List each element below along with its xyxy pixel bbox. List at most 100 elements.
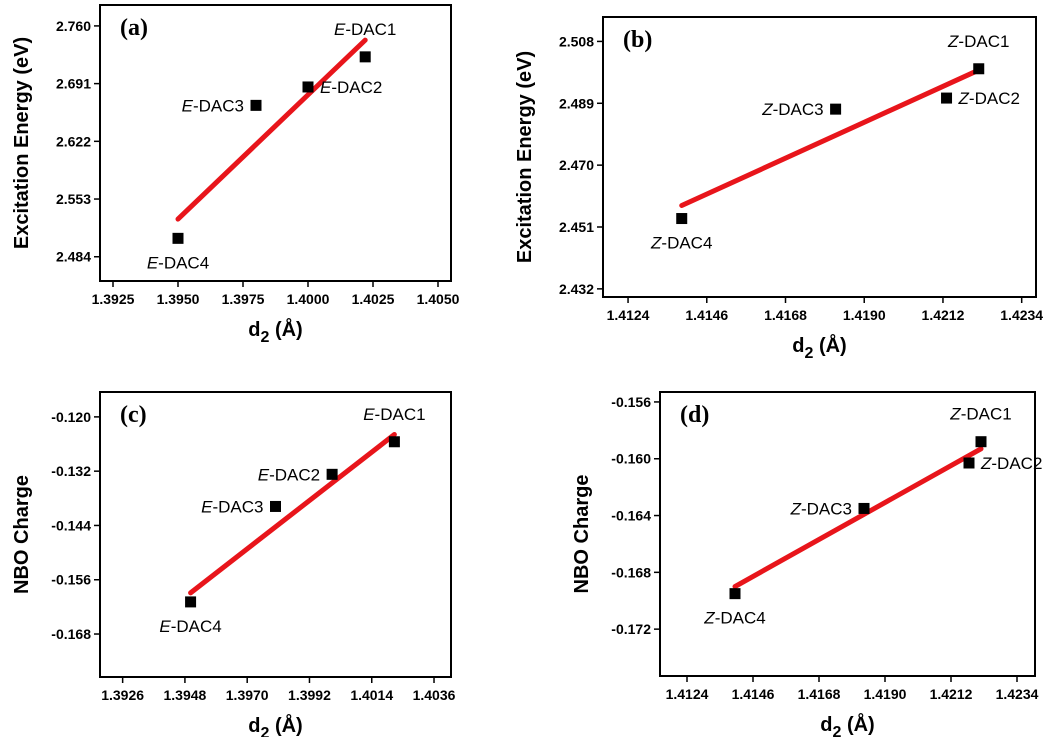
panel-label: (b) [623,27,652,53]
data-point [326,468,338,480]
y-axis-label: NBO Charge [11,475,33,594]
x-tick-label: 1.4212 [922,307,965,323]
y-axis-label: Excitation Energy (eV) [11,37,33,249]
plot-frame [602,16,1037,298]
data-point [270,500,281,512]
point-label: Z-DAC4 [650,234,712,253]
x-tick-label: 1.3950 [157,291,200,307]
data-point [676,213,688,225]
y-tick-label: -0.168 [51,626,91,642]
panel-c: 1.3926 1.3948 1.3970 1.3992 1.4014 1.4036 -0.1… [11,391,456,737]
y-tick-label: -0.160 [611,451,651,467]
data-point [858,502,870,514]
y-tick-label: -0.156 [51,572,91,588]
x-tick-label: 1.4146 [732,686,775,702]
x-tick-label: 1.4168 [798,686,841,702]
x-axis-label: d2 (Å) [820,712,874,737]
x-tick-label: 1.4036 [413,687,456,703]
x-tick-label: 1.4014 [350,687,393,703]
linear-fit-line [175,37,368,222]
x-tick-label: 1.4234 [1000,307,1043,323]
x-tick-label: 1.3926 [101,687,144,703]
point-label: E-DAC4 [147,253,209,272]
x-tick-label: 1.4146 [685,307,728,323]
data-point [250,99,262,111]
x-tick-label: 1.4050 [417,291,460,307]
y-tick-label: -0.168 [611,564,651,580]
data-point [388,436,400,448]
y-tick-label: -0.132 [51,463,91,479]
point-label: Z-DAC1 [947,32,1009,51]
y-tick-label: 2.760 [56,18,91,34]
point-label: E-DAC2 [258,465,320,484]
y-tick-label: -0.156 [611,394,651,410]
y-tick-label: -0.120 [51,409,91,425]
y-tick-label: 2.484 [56,249,91,265]
y-tick-label: -0.172 [611,621,651,637]
data-point [185,596,197,608]
point-label: Z-DAC1 [949,405,1011,424]
y-tick-label: 2.451 [559,219,594,235]
x-tick-label: 1.4190 [864,686,907,702]
linear-fit-line [732,446,984,590]
x-axis-label: d2 (Å) [792,333,846,362]
point-label: Z-DAC4 [703,609,765,628]
x-tick-label: 1.4212 [930,686,973,702]
x-tick-label: 1.4234 [996,686,1039,702]
data-point [963,457,975,469]
linear-fit-line [679,67,982,209]
point-label: Z-DAC2 [958,89,1020,108]
x-axis-label: d2 (Å) [248,713,302,737]
linear-fit-line [188,432,397,596]
y-tick-label: 2.432 [559,281,594,297]
y-tick-label: 2.508 [559,33,594,49]
x-tick-label: 1.4124 [607,307,650,323]
y-tick-label: -0.144 [51,517,91,533]
x-tick-label: 1.3992 [288,687,331,703]
x-tick-label: 1.3975 [222,291,265,307]
point-label: Z-DAC3 [761,100,823,119]
point-label: E-DAC1 [363,405,425,424]
panel-label: (d) [680,402,709,428]
y-axis-label: Excitation Energy (eV) [514,51,536,263]
x-tick-label: 1.4000 [287,291,330,307]
x-tick-label: 1.3970 [226,687,269,703]
panel-b: 1.4124 1.4146 1.4168 1.4190 1.4212 1.4234 2.43… [514,16,1043,362]
data-point [359,51,371,63]
point-label: E-DAC4 [159,617,221,636]
point-label: E-DAC3 [201,497,263,516]
point-label: Z-DAC2 [980,454,1042,473]
data-point [973,63,985,75]
data-point [729,588,741,600]
data-point [830,103,842,115]
x-tick-label: 1.3948 [164,687,207,703]
y-axis-label: NBO Charge [571,475,593,594]
data-point [172,232,184,244]
point-label: E-DAC3 [182,96,244,115]
data-point [975,436,987,448]
x-tick-label: 1.4168 [764,307,807,323]
y-tick-label: -0.164 [611,508,651,524]
panel-label: (c) [120,402,147,428]
data-point [941,92,953,104]
panel-a: 1.3925 1.3950 1.3975 1.4000 1.4025 1.4050 2.48… [11,4,460,346]
panel-label: (a) [120,15,148,41]
x-axis-label: d2 (Å) [248,317,302,346]
panel-d: 1.4124 1.4146 1.4168 1.4190 1.4212 1.4234 -0.1… [571,391,1042,737]
plot-frame [659,391,1036,677]
point-label: Z-DAC3 [790,499,852,518]
plot-frame [99,4,452,282]
point-label: E-DAC1 [334,20,396,39]
x-tick-label: 1.4124 [666,686,709,702]
y-tick-label: 2.470 [559,157,594,173]
y-tick-label: 2.553 [56,191,91,207]
data-point [302,81,314,93]
point-label: E-DAC2 [320,78,382,97]
y-tick-label: 2.489 [559,95,594,111]
x-tick-label: 1.3925 [92,291,135,307]
x-tick-label: 1.4190 [843,307,886,323]
y-tick-label: 2.622 [56,133,91,149]
plot-frame [99,391,452,678]
y-tick-label: 2.691 [56,76,91,92]
